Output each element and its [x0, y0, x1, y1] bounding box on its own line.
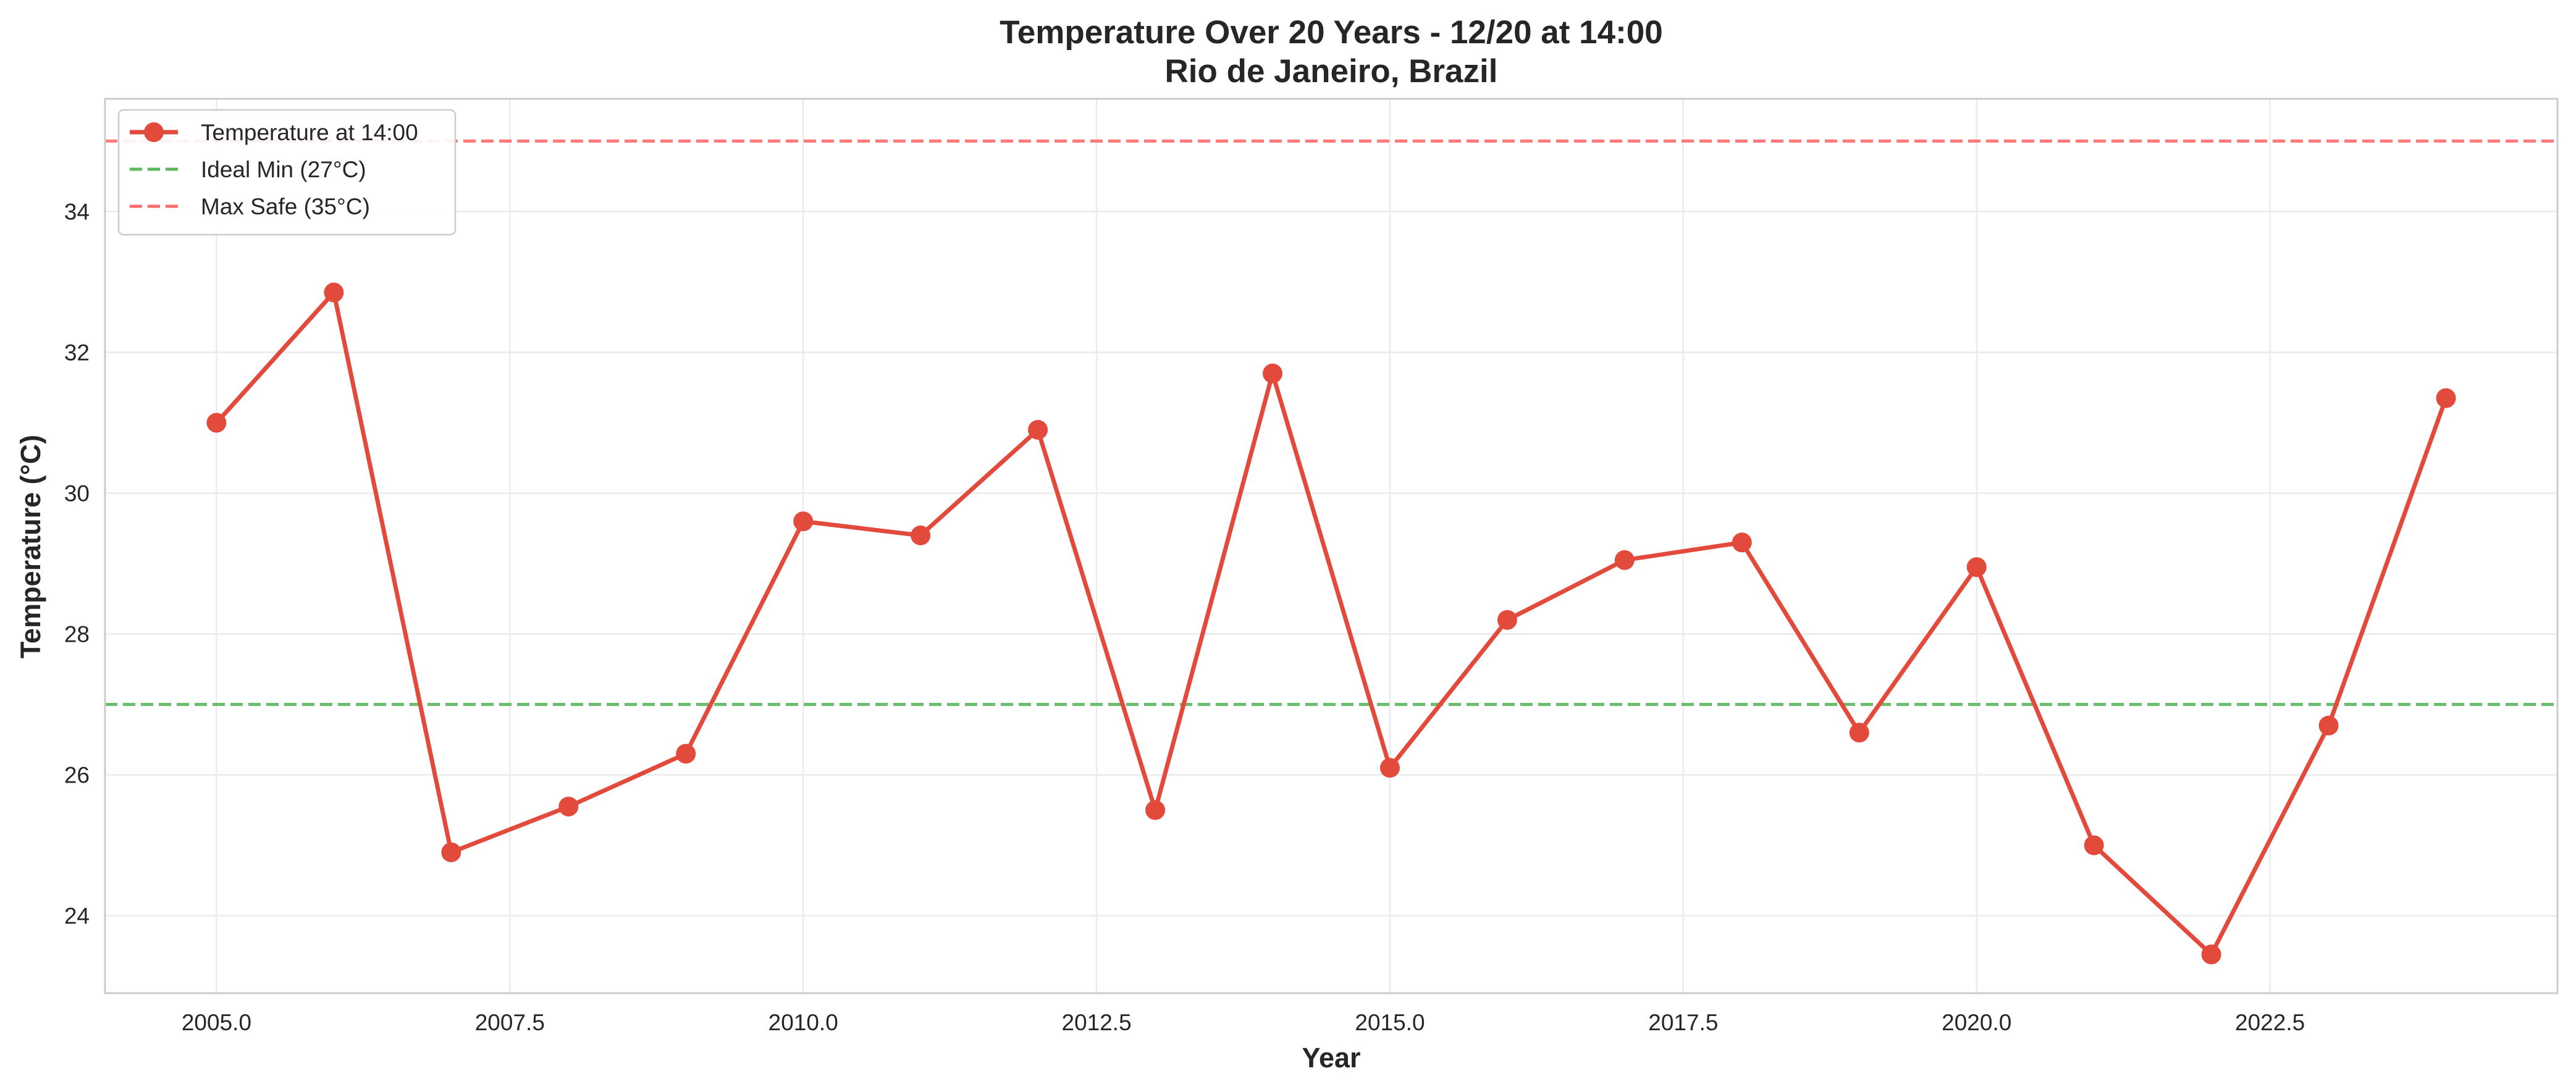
data-point [1145, 800, 1166, 820]
y-tick-label: 30 [64, 481, 90, 506]
data-point [206, 413, 227, 433]
data-point [676, 744, 696, 764]
data-point [2318, 715, 2339, 736]
x-tick-label: 2005.0 [182, 1010, 251, 1035]
plot-area [105, 99, 2557, 993]
data-point [793, 511, 814, 532]
data-point [441, 842, 461, 862]
y-tick-label: 32 [64, 340, 90, 365]
x-tick-label: 2022.5 [2235, 1010, 2305, 1035]
y-tick-label: 34 [64, 199, 90, 224]
y-axis-label: Temperature (°C) [15, 435, 46, 658]
data-point [1732, 532, 1752, 553]
chart-subtitle: Rio de Janeiro, Brazil [1165, 53, 1498, 90]
data-point [1497, 610, 1517, 630]
data-point [2084, 835, 2104, 855]
data-point [1379, 758, 1400, 778]
y-tick-label: 24 [64, 904, 90, 929]
data-point [2201, 944, 2221, 965]
data-point [324, 282, 344, 303]
legend-label: Temperature at 14:00 [201, 120, 418, 145]
data-point [1614, 550, 1635, 570]
data-point [1849, 723, 1869, 743]
series-line [214, 290, 2448, 957]
x-tick-label: 2010.0 [768, 1010, 838, 1035]
chart-title: Temperature Over 20 Years - 12/20 at 14:… [1000, 14, 1662, 51]
x-tick-label: 2020.0 [1942, 1010, 2011, 1035]
x-tick-label: 2007.5 [475, 1010, 545, 1035]
legend: Temperature at 14:00 Ideal Min (27°C) Max … [117, 109, 457, 236]
plot-frame [104, 98, 2559, 994]
y-tick-label: 28 [64, 622, 90, 647]
data-point [558, 796, 579, 817]
x-axis-label: Year [1302, 1042, 1360, 1073]
x-tick-label: 2012.5 [1062, 1010, 1132, 1035]
legend-label: Ideal Min (27°C) [201, 157, 366, 182]
legend-label: Max Safe (35°C) [201, 194, 370, 219]
x-tick-label: 2015.0 [1355, 1010, 1425, 1035]
data-point [911, 525, 931, 545]
legend-swatch-marker [144, 122, 164, 142]
data-point [1028, 419, 1048, 440]
y-tick-label: 26 [64, 763, 90, 788]
data-point [2436, 388, 2456, 408]
data-point [1263, 363, 1283, 384]
x-tick-label: 2017.5 [1648, 1010, 1718, 1035]
legend-box [117, 109, 457, 236]
data-point [1966, 557, 1987, 578]
